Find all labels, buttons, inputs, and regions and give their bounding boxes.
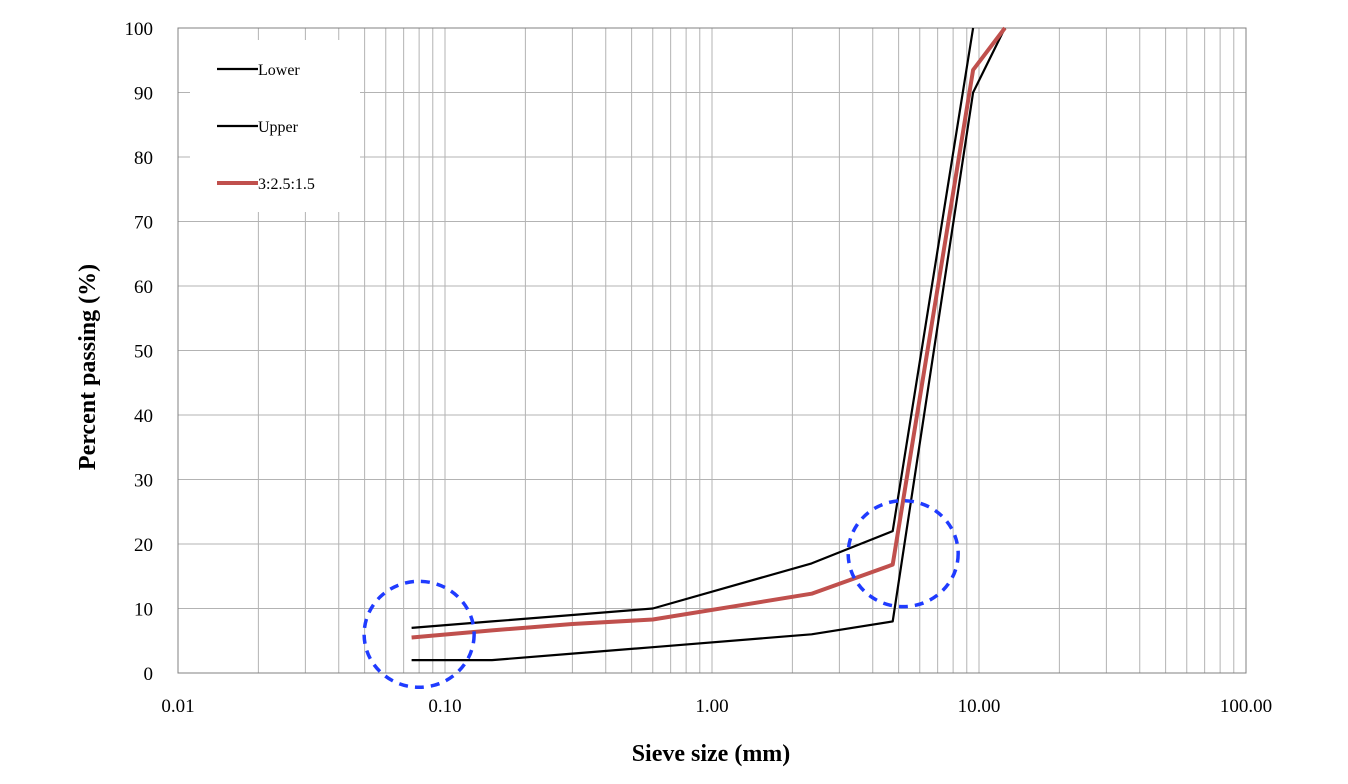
y-tick-label: 20	[134, 535, 153, 556]
y-tick-label: 70	[134, 213, 153, 234]
y-tick-label: 90	[134, 84, 153, 105]
y-tick-labels: 0 10 20 30 40 50 60 70 80 90 100	[125, 19, 154, 685]
series-line-upper	[411, 27, 975, 629]
x-tick-label: 0.10	[428, 696, 461, 717]
legend-label: 3:2.5:1.5	[258, 176, 315, 193]
legend: Lower Upper 3:2.5:1.5	[190, 40, 360, 212]
annotation-layer	[362, 498, 960, 690]
x-tick-label: 1.00	[695, 696, 728, 717]
series-layer	[411, 26, 1007, 662]
highlight-circle	[846, 498, 960, 609]
series-line-lower	[411, 27, 1006, 662]
y-tick-label: 40	[134, 406, 153, 427]
highlight-circle	[362, 579, 476, 690]
x-tick-label: 10.00	[958, 696, 1001, 717]
y-tick-label: 100	[125, 19, 154, 40]
y-tick-label: 0	[144, 664, 154, 685]
y-tick-label: 50	[134, 342, 153, 363]
legend-label: Lower	[258, 62, 300, 79]
series-line-3-2-5-1-5	[411, 26, 1007, 640]
y-tick-label: 80	[134, 148, 153, 169]
x-tick-label: 100.00	[1220, 696, 1272, 717]
y-tick-label: 10	[134, 600, 153, 621]
y-tick-label: 60	[134, 277, 153, 298]
x-tick-label: 0.01	[161, 696, 194, 717]
y-axis-title: Percent passing (%)	[75, 264, 101, 470]
x-tick-labels: 0.01 0.10 1.00 10.00 100.00	[161, 696, 1272, 717]
y-tick-label: 30	[134, 471, 153, 492]
legend-label: Upper	[258, 119, 299, 136]
plot-border	[177, 27, 1247, 674]
x-axis-title: Sieve size (mm)	[632, 741, 791, 767]
